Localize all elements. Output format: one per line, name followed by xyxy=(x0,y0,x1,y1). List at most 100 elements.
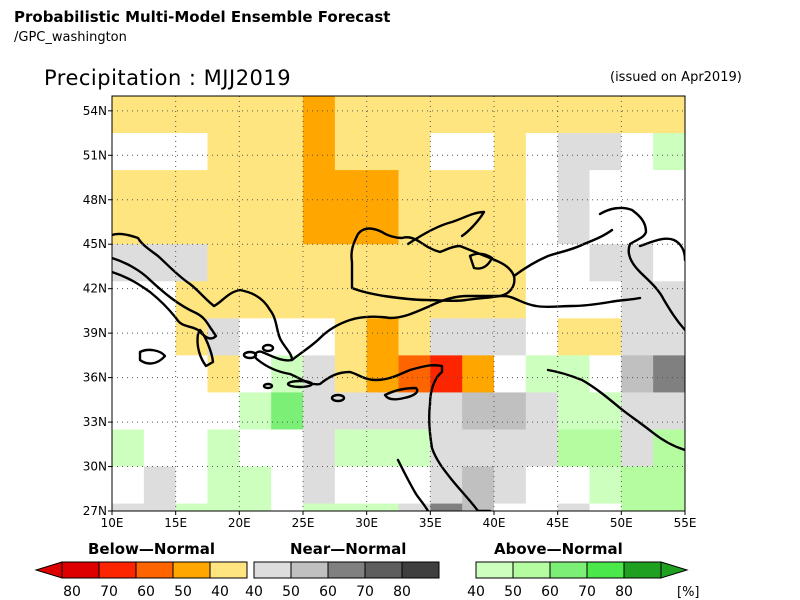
legend-swatch xyxy=(586,561,625,579)
grid-cell xyxy=(303,244,336,282)
legend-2: 40 50 60 70 80 [%] xyxy=(467,561,700,600)
grid-cell xyxy=(366,96,400,134)
legend-arrow-right xyxy=(660,561,689,579)
grid-cell xyxy=(175,281,209,319)
grid-cell xyxy=(525,503,559,511)
coastline xyxy=(112,232,480,511)
island xyxy=(262,382,274,390)
grid-cell xyxy=(271,244,304,282)
grid-cell xyxy=(143,207,177,245)
grid-cell xyxy=(430,578,462,600)
grid-cell xyxy=(462,429,495,468)
grid-cell xyxy=(366,355,400,394)
grid-cell xyxy=(557,503,591,511)
grid-cell xyxy=(112,96,145,134)
grid-cell xyxy=(303,503,336,511)
legend-label: 50 xyxy=(174,584,192,600)
grid-cell xyxy=(525,429,559,468)
grid-cell xyxy=(271,429,304,468)
grid-cell xyxy=(525,244,559,282)
coastline xyxy=(196,328,215,368)
grid-cell xyxy=(303,207,336,245)
legend-label: 70 xyxy=(100,584,118,600)
grid-cell xyxy=(462,392,495,431)
grid-cell xyxy=(589,392,622,431)
grid-cell xyxy=(557,96,591,134)
grid-cell xyxy=(398,318,431,356)
legend-label: 40 xyxy=(211,584,229,600)
grid-cell xyxy=(366,170,400,208)
grid-cell xyxy=(207,96,240,134)
grid-cell xyxy=(430,503,463,511)
coastline xyxy=(638,237,685,262)
island xyxy=(261,343,275,353)
grid-cell xyxy=(271,133,304,171)
grid-cell xyxy=(271,170,304,208)
grid-cell xyxy=(525,392,559,431)
lat-tick-label: 48N xyxy=(83,193,107,207)
grid-cell xyxy=(112,281,145,319)
coastline xyxy=(598,206,685,332)
header-title: Probabilistic Multi-Model Ensemble Forec… xyxy=(14,8,391,26)
legend-label: 50 xyxy=(504,584,522,600)
grid-cell xyxy=(462,503,495,511)
grid-cell xyxy=(462,318,495,356)
legend-title-below-normal: Below—Normal xyxy=(88,540,216,558)
grid-cell xyxy=(494,318,527,356)
grid-cell xyxy=(621,429,654,468)
grid-cell xyxy=(239,503,272,511)
grid-cell xyxy=(589,244,622,282)
legend-label: 40 xyxy=(245,584,263,600)
grid-cell xyxy=(366,244,400,282)
legend-title-near-normal: Near—Normal xyxy=(290,540,407,558)
legend-swatch xyxy=(401,561,440,579)
coastline xyxy=(468,252,494,270)
grid-cell xyxy=(653,170,685,208)
grid-cell xyxy=(271,281,304,319)
lat-tick-label: 45N xyxy=(83,237,107,251)
lat-tick-label: 39N xyxy=(83,326,107,340)
lon-tick-label: 35E xyxy=(419,516,442,530)
grid-cell xyxy=(494,133,527,171)
grid-cell xyxy=(366,429,400,468)
grid-cell xyxy=(303,429,336,468)
grid-cell xyxy=(462,355,495,394)
grid-cell xyxy=(653,355,685,394)
grid-cell xyxy=(430,392,463,431)
grid-cell xyxy=(207,207,240,245)
grid-cell xyxy=(366,207,400,245)
grid-cell xyxy=(557,244,591,282)
legend-label: 60 xyxy=(319,584,337,600)
grid-cell xyxy=(143,170,177,208)
grid-cell xyxy=(557,429,591,468)
legend-swatch xyxy=(61,561,100,579)
grid-cell xyxy=(430,207,463,245)
legend-swatch xyxy=(549,561,588,579)
grid-cell xyxy=(143,96,177,134)
lat-tick-label: 54N xyxy=(83,104,107,118)
grid-cell xyxy=(589,429,622,468)
grid-cell xyxy=(303,96,336,134)
grid-cell xyxy=(112,244,145,282)
grid-cell xyxy=(525,207,559,245)
grid-cell xyxy=(175,429,209,468)
island xyxy=(330,393,346,403)
coastline xyxy=(406,210,486,246)
coastline xyxy=(546,368,685,452)
grid-cell xyxy=(398,96,431,134)
grid-cell xyxy=(271,96,304,134)
grid-cell xyxy=(621,318,654,356)
grid-cell xyxy=(143,503,177,511)
coastline xyxy=(350,227,516,303)
legend-label: 60 xyxy=(137,584,155,600)
grid-cell xyxy=(143,392,177,431)
legend-label: 70 xyxy=(356,584,374,600)
lon-tick-label: 10E xyxy=(101,516,124,530)
grid-cell xyxy=(621,96,654,134)
grid-cell xyxy=(366,503,400,511)
coastline xyxy=(290,294,642,362)
grid-cell xyxy=(589,96,622,134)
legend-0: 80 70 60 50 40 xyxy=(34,561,248,600)
grid-cell xyxy=(557,281,591,319)
